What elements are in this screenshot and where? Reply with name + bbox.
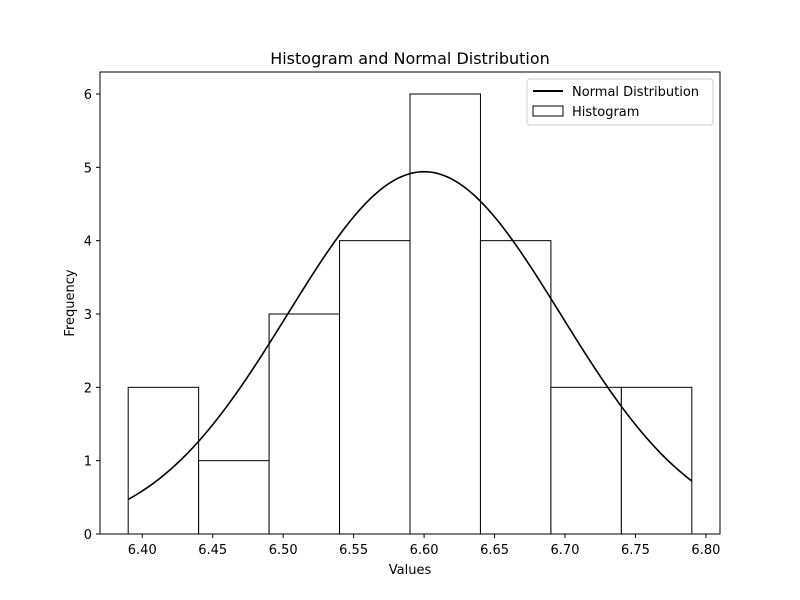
x-axis-label: Values bbox=[389, 563, 432, 578]
x-tick-label: 6.80 bbox=[691, 543, 720, 558]
histogram-bar bbox=[550, 386, 622, 535]
y-tick-label: 2 bbox=[84, 381, 92, 396]
x-tick-label: 6.40 bbox=[128, 543, 157, 558]
histogram-bar bbox=[479, 240, 552, 535]
legend: Normal Distribution Histogram bbox=[526, 78, 714, 126]
x-tick-label: 6.45 bbox=[198, 543, 227, 558]
x-axis-ticks: 6.40 6.45 6.50 6.55 6.60 6.65 6.70 6.75 6.80 bbox=[128, 534, 720, 558]
y-axis-ticks: 0 1 2 3 4 5 6 bbox=[84, 88, 100, 543]
plot-frame bbox=[99, 71, 721, 535]
legend-label-normal: Normal Distribution bbox=[572, 85, 699, 100]
legend-box bbox=[526, 78, 714, 126]
histogram-bar bbox=[127, 386, 200, 535]
x-tick-label: 6.65 bbox=[480, 543, 509, 558]
histogram-bars bbox=[127, 93, 693, 535]
histogram-bar bbox=[409, 93, 481, 535]
y-tick-label: 3 bbox=[84, 308, 92, 323]
x-tick-label: 6.70 bbox=[551, 543, 580, 558]
histogram-bar bbox=[198, 460, 270, 535]
y-tick-label: 1 bbox=[84, 455, 92, 470]
y-axis-label: Frequency bbox=[63, 269, 78, 336]
histogram-bar bbox=[268, 313, 341, 535]
x-tick-label: 6.55 bbox=[339, 543, 368, 558]
histogram-bar bbox=[339, 240, 411, 535]
x-tick-label: 6.60 bbox=[410, 543, 439, 558]
legend-bar-swatch bbox=[532, 105, 564, 117]
chart-title: Histogram and Normal Distribution bbox=[270, 49, 550, 68]
x-tick-label: 6.75 bbox=[621, 543, 650, 558]
y-tick-label: 4 bbox=[84, 235, 92, 250]
normal-distribution-curve bbox=[127, 170, 693, 501]
y-tick-label: 5 bbox=[84, 161, 92, 176]
y-tick-label: 6 bbox=[84, 88, 92, 103]
x-tick-label: 6.50 bbox=[269, 543, 298, 558]
legend-label-histogram: Histogram bbox=[572, 105, 639, 120]
y-tick-label: 0 bbox=[84, 528, 92, 543]
histogram-bar bbox=[620, 386, 693, 535]
